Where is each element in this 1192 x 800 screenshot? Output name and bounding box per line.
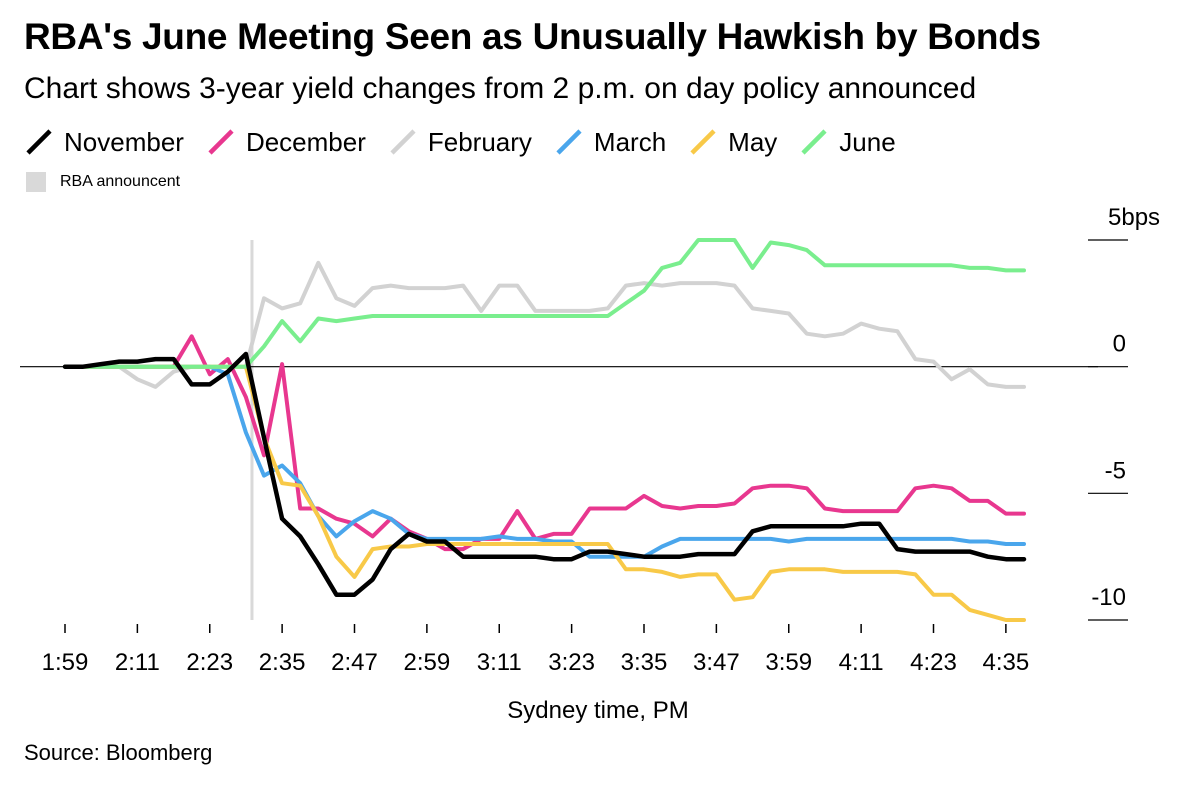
x-tick-label-5: 2:59 (404, 649, 451, 676)
x-tick-label-10: 3:59 (765, 649, 812, 676)
x-tick-label-13: 4:35 (983, 649, 1030, 676)
y-tick-label-1: 0 (1113, 331, 1126, 358)
legend-item-may: May (688, 127, 777, 158)
legend-announcement-label: RBA announcent (60, 173, 181, 190)
legend-swatch-may (688, 127, 718, 157)
x-tick-label-3: 2:35 (259, 649, 306, 676)
legend-label-march: March (593, 126, 667, 157)
x-tick-label-1: 2:11 (115, 649, 160, 676)
legend-item-february: February (388, 127, 532, 158)
x-axis-title: Sydney time, PM (507, 697, 688, 724)
legend-label-may: May (728, 126, 778, 157)
x-tick-label-7: 3:23 (548, 649, 595, 676)
x-tick-label-6: 3:11 (477, 649, 522, 676)
source-note: Source: Bloomberg (24, 740, 213, 765)
announcement-swatch (26, 172, 46, 192)
x-tick-label-4: 2:47 (331, 649, 378, 676)
legend-item-june: June (799, 126, 896, 158)
chart-title: RBA's June Meeting Seen as Unusually Haw… (24, 16, 1041, 57)
x-tick-label-0: 1:59 (42, 649, 89, 676)
legend-announcement-row: RBA announcent (24, 162, 1124, 202)
legend-label-february: February (427, 126, 532, 157)
legend-swatch-february (388, 127, 418, 157)
x-tick-label-8: 3:35 (621, 649, 668, 676)
legend-item-november: November (24, 127, 184, 158)
legend-label-december: December (245, 126, 366, 157)
legend-swatch-march (554, 127, 584, 157)
y-tick-label-3: -10 (1091, 584, 1126, 611)
legend-item-march: March (554, 127, 666, 158)
series-line-june (63, 238, 1026, 369)
legend-swatch-november (24, 127, 54, 157)
x-tick-label-9: 3:47 (693, 649, 740, 676)
legend-series-row: November December February March May June (24, 122, 1124, 162)
x-tick-label-12: 4:23 (910, 649, 957, 676)
x-tick-label-11: 4:11 (839, 649, 884, 676)
legend-label-november: November (64, 126, 184, 157)
y-tick-label-0: 5bps (1108, 204, 1160, 231)
legend-item-december: December (206, 127, 366, 158)
x-tick-label-2: 2:23 (186, 649, 233, 676)
chart-subtitle: Chart shows 3-year yield changes from 2 … (24, 72, 977, 105)
legend-swatch-june (799, 127, 829, 157)
legend-swatch-december (206, 127, 236, 157)
y-tick-label-2: -5 (1105, 457, 1126, 484)
legend-label-june: June (839, 126, 896, 157)
series-line-november (62, 351, 1027, 597)
series-line-december (63, 334, 1026, 552)
legend: November December February March May June RBA… (24, 122, 1124, 202)
series-line-may (63, 364, 1026, 622)
